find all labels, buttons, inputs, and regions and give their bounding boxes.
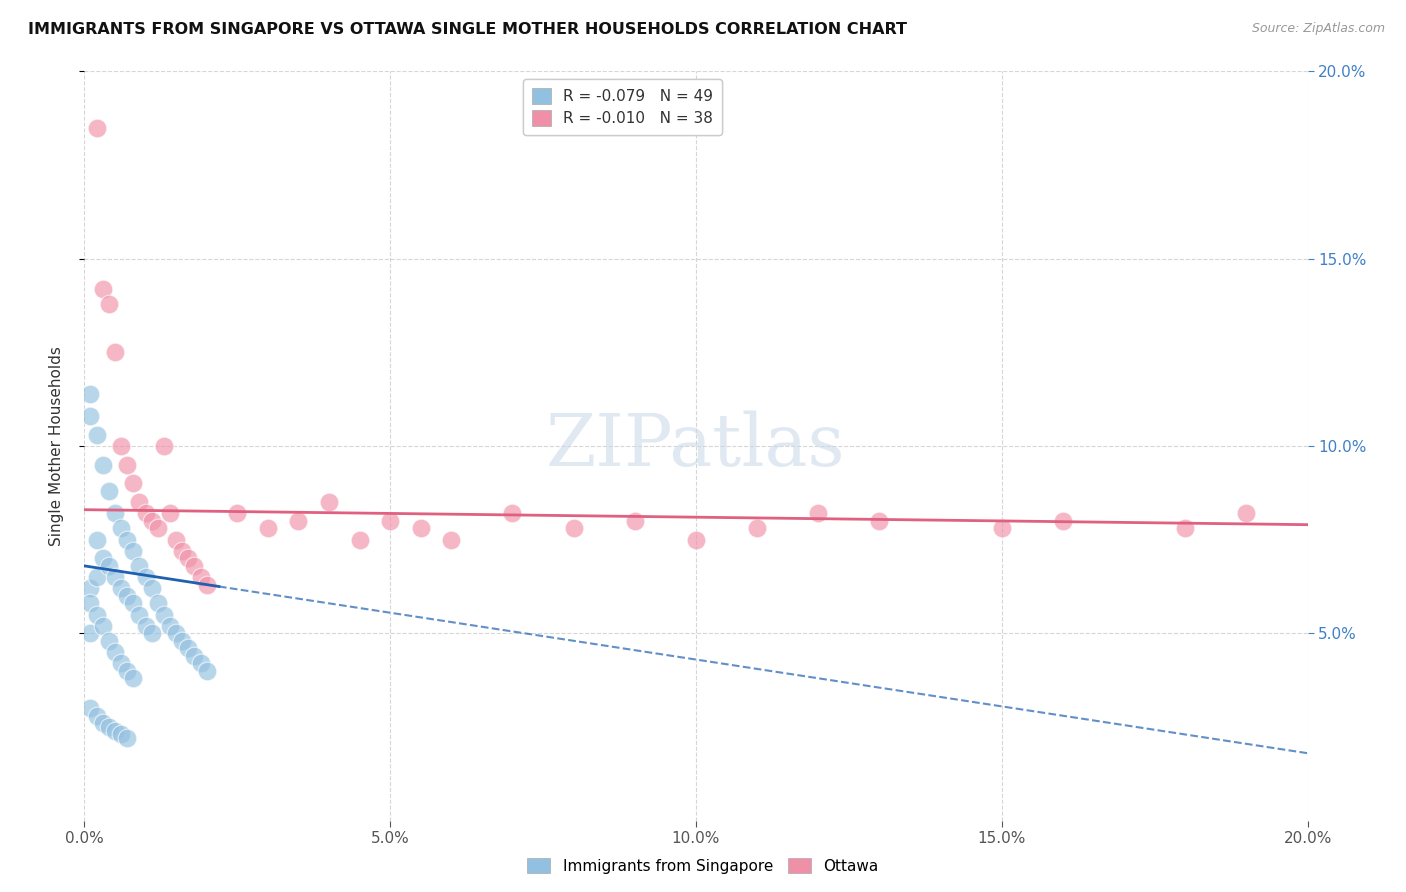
Point (86, 570, 108, 584)
Point (86, 120, 108, 135)
Point (159, 507, 181, 521)
Point (104, 345, 127, 359)
Point (79, 626, 101, 640)
Point (104, 645, 127, 659)
Point (318, 495, 340, 509)
Point (115, 731, 138, 746)
Point (97, 296, 120, 310)
Point (128, 558, 150, 573)
Text: IMMIGRANTS FROM SINGAPORE VS OTTAWA SINGLE MOTHER HOUSEHOLDS CORRELATION CHART: IMMIGRANTS FROM SINGAPORE VS OTTAWA SING… (28, 22, 907, 37)
Point (122, 671, 145, 685)
Point (86, 533, 108, 547)
Text: ZIPatlas: ZIPatlas (546, 410, 846, 482)
Point (172, 633, 194, 648)
Point (115, 458, 138, 472)
Y-axis label: Single Mother Households: Single Mother Households (49, 346, 63, 546)
Point (91, 716, 114, 731)
Point (159, 619, 181, 633)
Point (110, 582, 132, 596)
Point (409, 521, 432, 535)
Point (226, 507, 249, 521)
Point (153, 439, 176, 453)
Point (257, 521, 280, 535)
Point (86, 427, 108, 442)
Point (153, 607, 176, 622)
Point (135, 619, 157, 633)
Point (110, 439, 132, 453)
Point (122, 476, 145, 491)
Point (172, 544, 194, 558)
Point (1174, 521, 1197, 535)
Point (165, 626, 187, 640)
Point (869, 514, 891, 528)
Point (562, 521, 585, 535)
Point (685, 533, 707, 547)
Text: Source: ZipAtlas.com: Source: ZipAtlas.com (1251, 22, 1385, 36)
Point (79, 409, 101, 423)
Point (991, 521, 1014, 535)
Point (97, 483, 120, 498)
Point (79, 386, 101, 401)
Point (122, 596, 145, 610)
Point (177, 641, 200, 656)
Point (195, 577, 218, 591)
Point (91, 282, 114, 296)
Point (135, 507, 157, 521)
Point (141, 514, 163, 528)
Point (141, 582, 163, 596)
Point (91, 619, 114, 633)
Point (104, 570, 127, 584)
Point (79, 596, 101, 610)
Point (502, 507, 524, 521)
Point (79, 701, 101, 715)
Point (122, 544, 145, 558)
Point (110, 657, 132, 671)
Point (190, 570, 212, 584)
Point (97, 633, 120, 648)
Point (807, 507, 830, 521)
Point (1236, 507, 1258, 521)
Point (624, 514, 647, 528)
Point (91, 551, 114, 566)
Point (97, 720, 120, 734)
Point (86, 607, 108, 622)
Point (190, 657, 212, 671)
Point (128, 495, 150, 509)
Point (104, 723, 127, 738)
Point (195, 664, 218, 678)
Point (380, 514, 402, 528)
Point (110, 521, 132, 535)
Point (86, 708, 108, 723)
Point (97, 558, 120, 573)
Legend: R = -0.079   N = 49, R = -0.010   N = 38: R = -0.079 N = 49, R = -0.010 N = 38 (523, 79, 723, 136)
Point (79, 582, 101, 596)
Point (146, 596, 169, 610)
Point (1052, 514, 1074, 528)
Point (747, 521, 769, 535)
Point (115, 589, 138, 603)
Point (183, 648, 205, 663)
Legend: Immigrants from Singapore, Ottawa: Immigrants from Singapore, Ottawa (522, 852, 884, 880)
Point (115, 664, 138, 678)
Point (128, 607, 150, 622)
Point (177, 551, 200, 566)
Point (135, 570, 157, 584)
Point (349, 533, 371, 547)
Point (115, 533, 138, 547)
Point (183, 558, 205, 573)
Point (440, 533, 463, 547)
Point (141, 626, 163, 640)
Point (104, 507, 127, 521)
Point (165, 533, 187, 547)
Point (110, 727, 132, 741)
Point (146, 521, 169, 535)
Point (91, 458, 114, 472)
Point (287, 514, 309, 528)
